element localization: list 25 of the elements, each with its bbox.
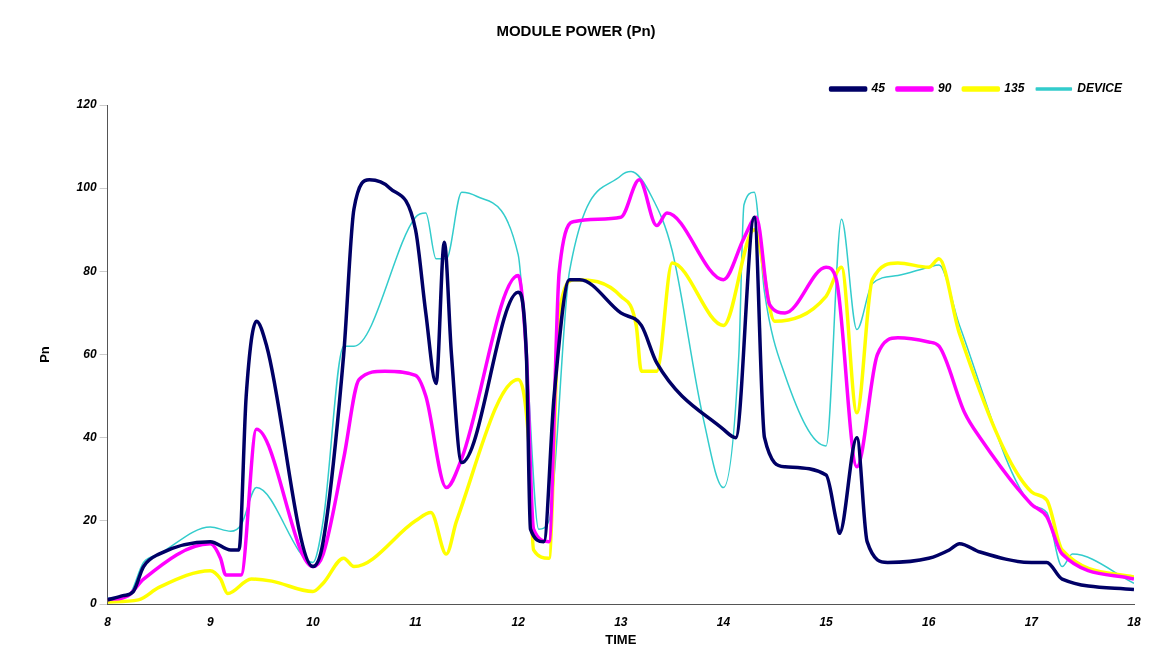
x-tick-label: 14	[716, 614, 731, 629]
x-tick-label: 9	[206, 614, 214, 629]
y-tick-label: 120	[76, 97, 97, 112]
legend-label: 135	[1004, 81, 1025, 96]
x-tick-label: 18	[1127, 614, 1141, 629]
x-tick-label: 10	[306, 614, 320, 629]
x-axis-title: TIME	[605, 631, 637, 647]
y-tick-label: 80	[83, 263, 97, 278]
legend-label: 45	[870, 81, 886, 96]
x-tick-label: 13	[614, 614, 628, 629]
y-tick-label: 0	[89, 596, 97, 611]
x-tick-label: 11	[409, 614, 423, 629]
y-axis-title: Pn	[37, 346, 53, 363]
x-tick-label: 8	[104, 614, 112, 629]
y-tick-label: 60	[83, 346, 97, 361]
legend-label: 90	[937, 81, 952, 96]
chart-title: MODULE POWER (Pn)	[496, 22, 656, 40]
x-tick-label: 12	[511, 614, 526, 629]
x-tick-label: 15	[819, 614, 834, 629]
y-tick-label: 40	[82, 429, 97, 444]
legend-label: DEVICE	[1077, 81, 1123, 96]
x-tick-label: 17	[1024, 614, 1040, 629]
y-tick-label: 20	[82, 513, 97, 528]
y-tick-label: 100	[76, 180, 97, 195]
x-tick-label: 16	[922, 614, 936, 629]
